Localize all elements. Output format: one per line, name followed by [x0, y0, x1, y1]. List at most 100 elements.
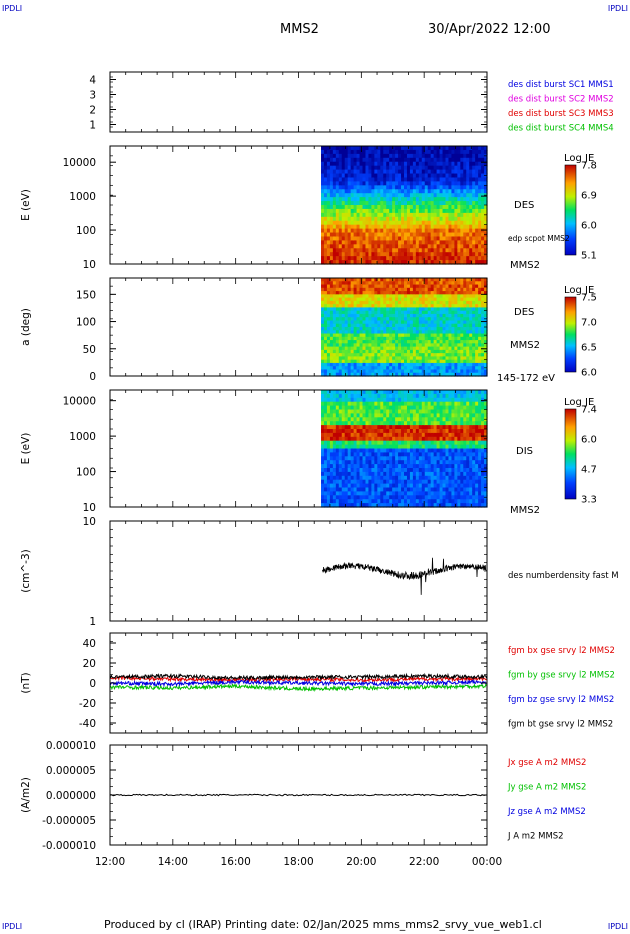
dis-energy-cell [430, 413, 435, 418]
des-pitch-cell [380, 278, 384, 282]
des-energy-cell [395, 149, 399, 155]
des-pitch-cell [356, 349, 361, 354]
dis-energy-cell [430, 405, 435, 411]
des-pitch-cell [424, 310, 429, 315]
des-energy-cell [463, 201, 467, 206]
des-pitch-cell [326, 297, 331, 302]
des-energy-cell [484, 248, 488, 253]
des-pitch-cell [454, 356, 458, 361]
dis-energy-cell [386, 409, 390, 414]
des-pitch-cell [386, 366, 390, 371]
dis-energy-cell [329, 452, 334, 457]
dis-energy-cell [326, 393, 331, 399]
dis-energy-cell [421, 421, 426, 426]
des-pitch-cell [472, 323, 476, 328]
dis-energy-cell [377, 464, 381, 469]
dis-energy-cell [377, 444, 381, 450]
des-pitch-cell [463, 323, 467, 328]
des-pitch-cell [356, 336, 361, 341]
dis-energy-cell [329, 475, 334, 481]
des-energy-cell [377, 232, 381, 238]
des-pitch-cell [406, 359, 411, 364]
dis-energy-cell [377, 499, 381, 504]
des-energy-cell [356, 220, 361, 226]
dis-energy-cell [326, 432, 331, 438]
dis-energy-cell [398, 468, 402, 473]
des-energy-cell [389, 248, 393, 253]
des-energy-cell [347, 252, 352, 257]
dis-energy-cell [356, 499, 361, 504]
des-energy-cell [463, 260, 467, 265]
des-energy-cell [406, 165, 411, 171]
des-energy-cell [451, 224, 455, 230]
des-energy-cell [412, 228, 417, 234]
des-pitch-cell [341, 294, 346, 299]
des-energy-cell [383, 201, 387, 206]
dis-energy-cell [335, 491, 340, 496]
des-pitch-cell [332, 278, 337, 282]
des-energy-cell [321, 260, 325, 265]
des-pitch-cell [412, 359, 417, 364]
des-energy-cell [412, 173, 417, 179]
des-pitch-cell [344, 307, 349, 312]
des-pitch-cell [433, 327, 438, 331]
des-pitch-cell [398, 310, 402, 315]
dis-energy-cell [321, 456, 325, 461]
des-pitch-cell [371, 287, 375, 292]
des-pitch-cell [362, 287, 367, 292]
des-pitch-cell [457, 359, 461, 364]
dis-energy-cell [338, 436, 343, 442]
des-pitch-cell [395, 281, 399, 286]
des-energy-cell [460, 153, 464, 159]
des-energy-cell [448, 224, 453, 230]
des-energy-cell [484, 224, 488, 230]
des-energy-cell [442, 224, 447, 230]
des-pitch-cell [478, 320, 482, 325]
des-energy-cell [398, 216, 402, 222]
des-pitch-cell [442, 359, 447, 364]
dis-energy-cell [323, 479, 328, 485]
des-energy-cell [430, 177, 435, 182]
des-energy-cell [341, 256, 346, 261]
des-pitch-cell [448, 310, 453, 315]
dis-energy-cell [430, 487, 435, 492]
des-pitch-cell [356, 372, 361, 377]
des-energy-cell [472, 197, 476, 202]
dis-energy-cell [427, 460, 432, 465]
des-energy-cell [481, 157, 485, 163]
dis-energy-cell [409, 409, 414, 414]
des-pitch-cell [427, 333, 432, 338]
dis-energy-cell [436, 456, 441, 461]
des-energy-cell [454, 157, 458, 163]
dis-energy-cell [359, 413, 364, 418]
dis-energy-cell [415, 464, 420, 469]
des-energy-cell [344, 240, 349, 245]
des-pitch-cell [401, 366, 405, 371]
des-pitch-cell [398, 313, 402, 318]
des-pitch-cell [365, 359, 370, 364]
des-energy-cell [383, 181, 387, 186]
dis-energy-cell [398, 491, 402, 496]
des-energy-cell [433, 220, 438, 226]
dis-energy-cell [433, 471, 438, 477]
dis-energy-cell [398, 436, 402, 442]
des-energy-cell [326, 153, 331, 159]
des-pitch-cell [454, 300, 458, 305]
des-pitch-cell [332, 353, 337, 357]
des-pitch-cell [409, 343, 414, 348]
des-energy-cell [454, 224, 458, 230]
des-energy-cell [389, 149, 393, 155]
des-pitch-cell [454, 346, 458, 351]
dis-energy-cell [371, 436, 375, 442]
des-pitch-cell [404, 320, 408, 325]
des-energy-cell [383, 252, 387, 257]
des-energy-cell [335, 201, 340, 206]
des-pitch-cell [353, 294, 358, 299]
des-pitch-cell [448, 372, 453, 377]
des-pitch-cell [356, 353, 361, 357]
dis-energy-cell [335, 487, 340, 492]
des-energy-cell [371, 260, 375, 265]
des-energy-cell [323, 208, 328, 214]
des-pitch-cell [472, 317, 476, 322]
des-pitch-cell [475, 343, 479, 348]
